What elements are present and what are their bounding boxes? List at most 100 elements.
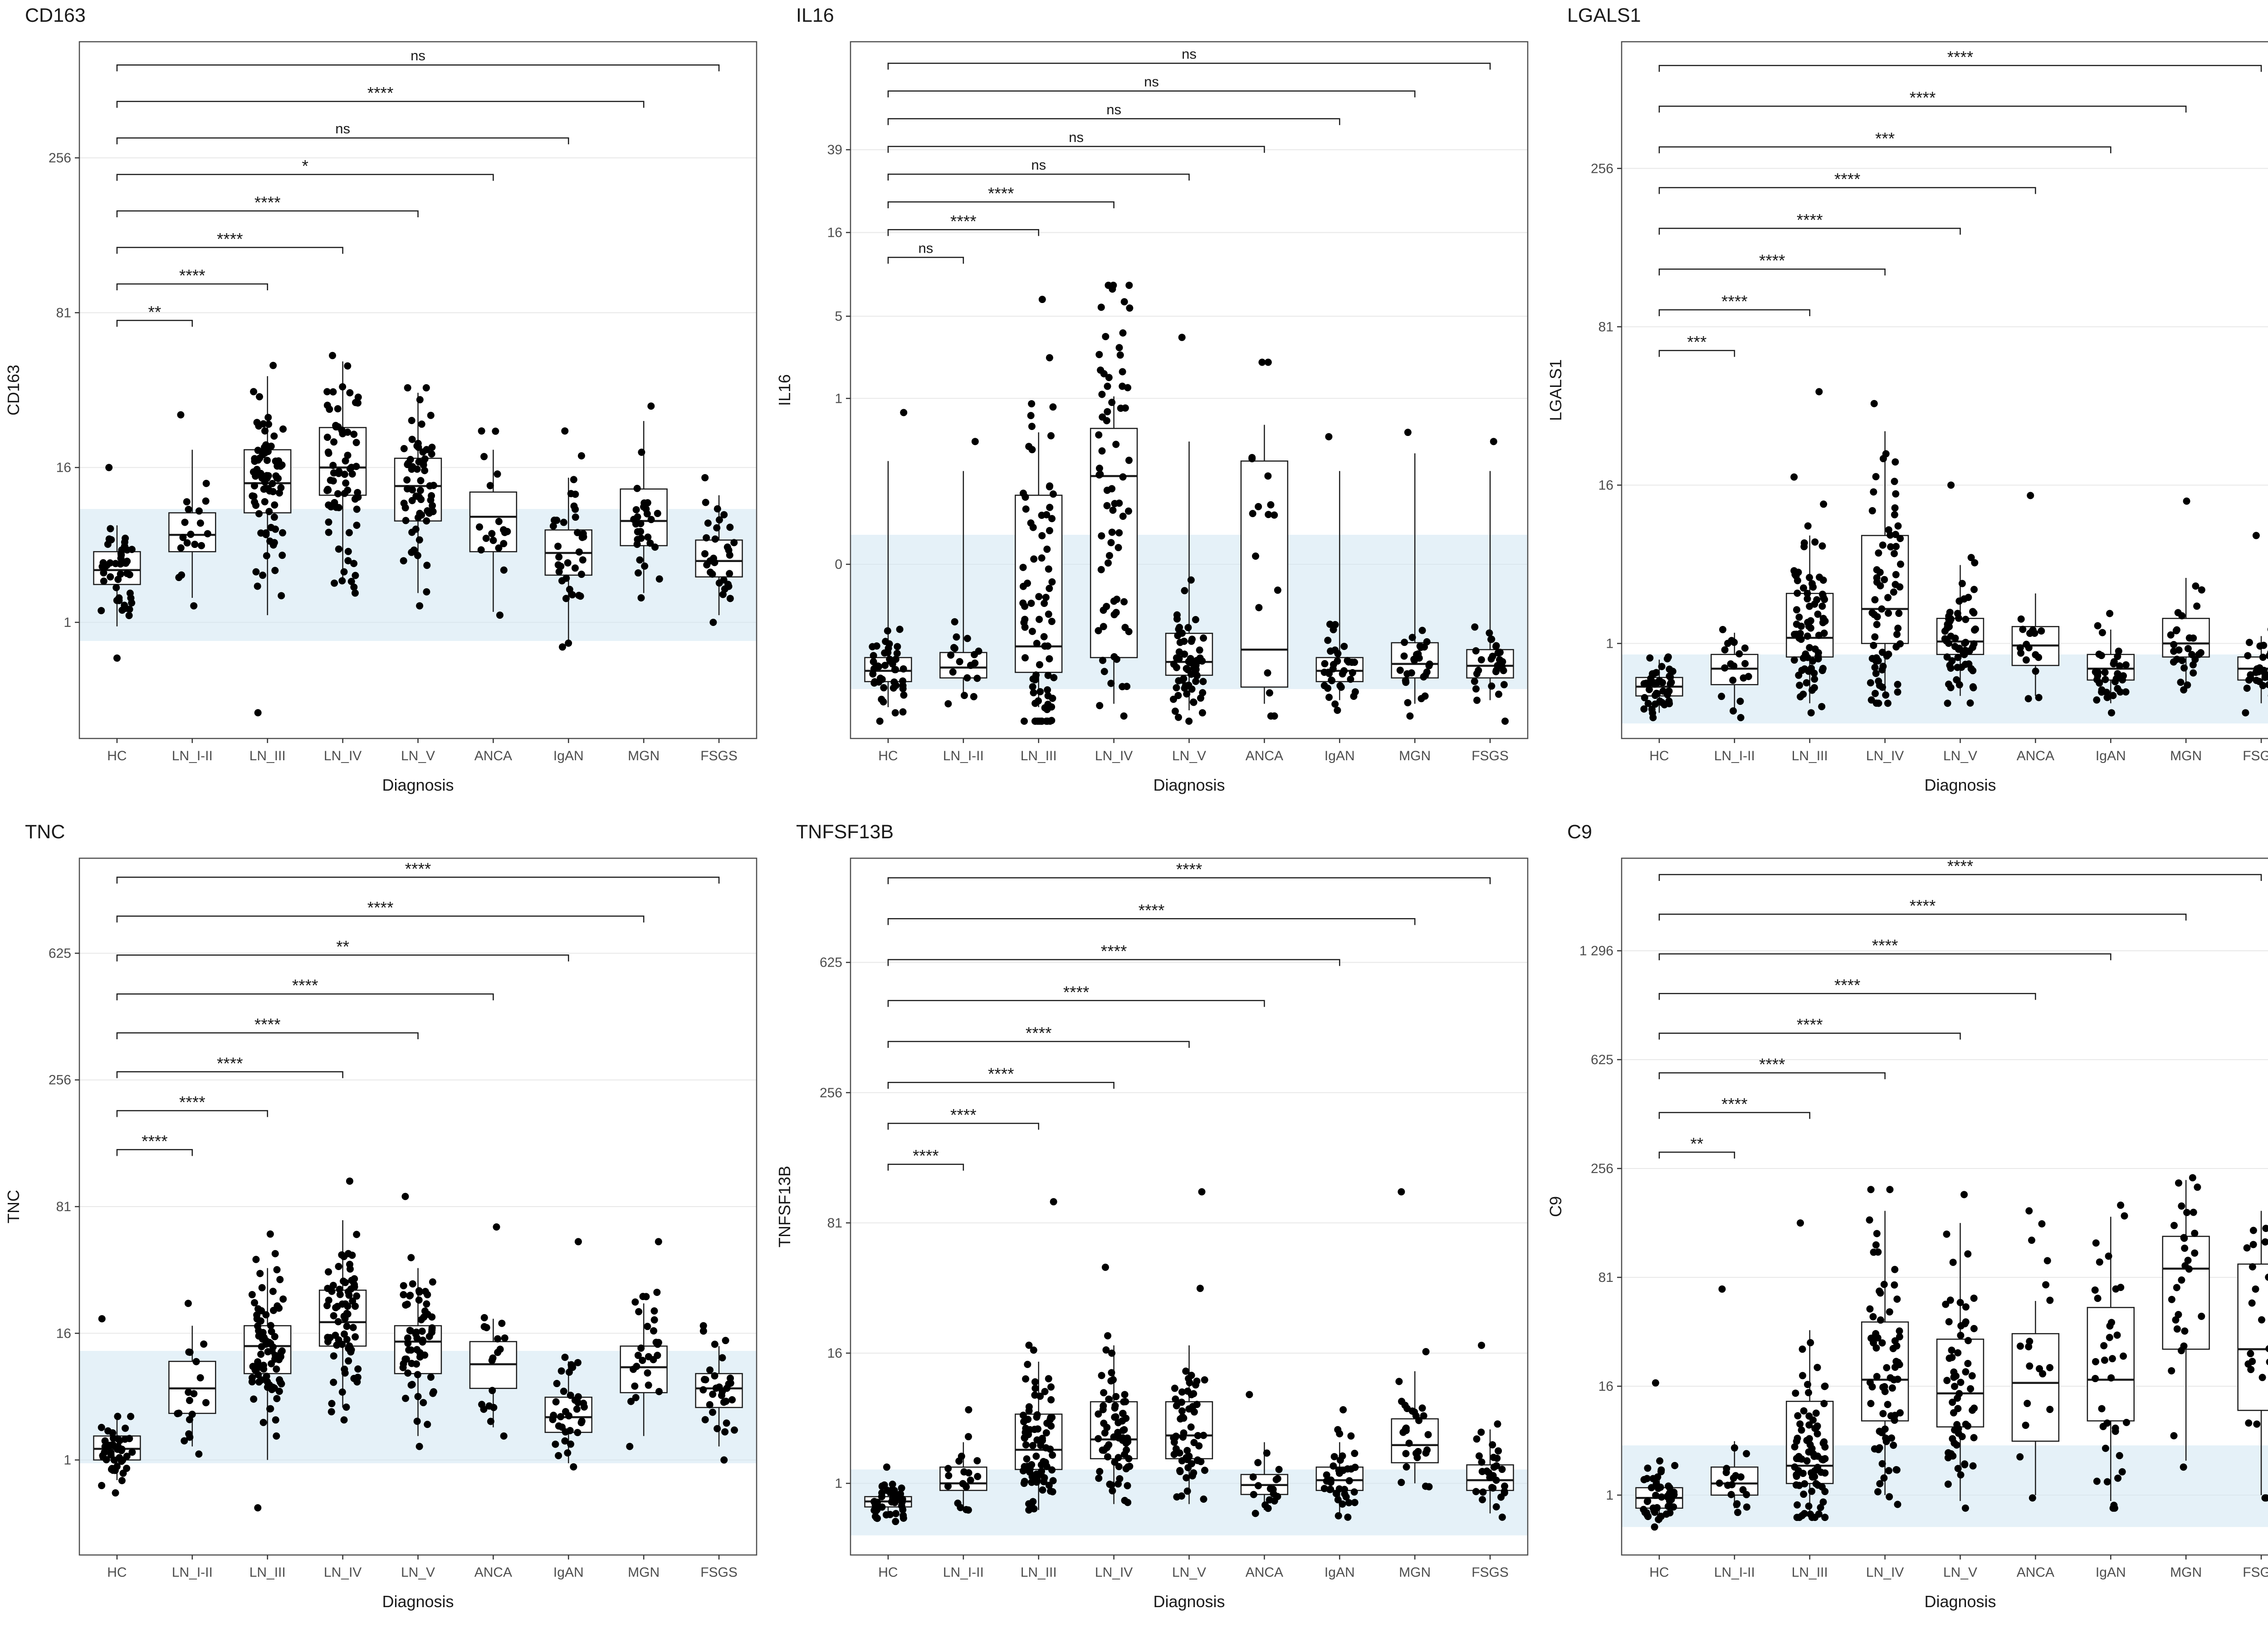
data-point xyxy=(271,567,279,574)
data-point xyxy=(1799,584,1807,592)
data-point xyxy=(1107,1377,1115,1385)
data-point xyxy=(726,570,733,577)
data-point xyxy=(1255,503,1262,510)
data-point xyxy=(1960,595,1968,603)
data-point xyxy=(121,1435,129,1443)
data-point xyxy=(1029,1442,1036,1449)
data-point xyxy=(2191,655,2199,663)
data-point xyxy=(1324,684,1332,692)
data-point xyxy=(1200,634,1207,642)
data-point xyxy=(117,551,125,559)
data-point xyxy=(1401,639,1408,646)
data-point xyxy=(2245,639,2253,646)
data-point xyxy=(631,1382,639,1390)
data-point xyxy=(1741,644,1749,652)
x-tick-label: IgAN xyxy=(553,1565,584,1580)
data-point xyxy=(1870,400,1878,407)
data-point xyxy=(1418,695,1425,703)
data-point xyxy=(2091,1286,2099,1294)
data-point xyxy=(1173,684,1180,692)
data-point xyxy=(115,596,123,604)
data-point xyxy=(1112,440,1120,448)
data-point xyxy=(730,1426,738,1434)
data-point xyxy=(1643,1498,1651,1506)
data-point xyxy=(1400,652,1408,660)
data-point xyxy=(701,474,709,482)
data-point xyxy=(1178,1492,1185,1500)
data-point xyxy=(1887,1412,1895,1420)
data-point xyxy=(654,509,661,517)
data-point xyxy=(2108,1355,2116,1363)
data-point xyxy=(1099,656,1107,664)
data-point xyxy=(1104,382,1111,390)
data-point xyxy=(647,516,655,523)
data-point xyxy=(1033,1413,1041,1421)
data-point xyxy=(949,668,957,676)
data-point xyxy=(1813,1430,1821,1437)
data-point xyxy=(704,519,712,527)
data-point xyxy=(1970,609,1978,617)
data-point xyxy=(2243,684,2251,692)
data-point xyxy=(1194,1432,1202,1439)
data-point xyxy=(562,595,570,602)
data-point xyxy=(251,482,259,489)
data-point xyxy=(1472,685,1480,693)
data-point xyxy=(651,543,659,551)
data-point xyxy=(722,1337,729,1345)
data-point xyxy=(98,607,105,615)
x-tick-label: LN_V xyxy=(1943,1565,1977,1580)
data-point xyxy=(650,1327,657,1335)
data-point xyxy=(2025,644,2033,652)
data-point xyxy=(1187,659,1194,666)
data-point xyxy=(1667,680,1674,688)
data-point xyxy=(973,675,981,682)
data-point xyxy=(2099,1423,2107,1430)
significance-bracket xyxy=(1658,187,2036,194)
data-point xyxy=(552,1398,560,1406)
data-point xyxy=(891,666,899,674)
data-point xyxy=(278,592,285,600)
data-point xyxy=(723,543,731,551)
data-point xyxy=(1866,1216,1873,1224)
data-point xyxy=(1821,1383,1828,1390)
data-point xyxy=(1811,675,1818,683)
y-tick-label: 256 xyxy=(49,1073,71,1088)
data-point xyxy=(1096,1467,1104,1475)
data-point xyxy=(1098,447,1106,455)
data-point xyxy=(1896,1409,1904,1417)
data-point xyxy=(1795,613,1803,621)
data-point xyxy=(1799,1345,1806,1353)
data-point xyxy=(552,1440,559,1448)
data-point xyxy=(1042,1444,1050,1452)
data-point xyxy=(1492,1477,1500,1484)
data-point xyxy=(627,1398,635,1405)
x-tick-label: LN_IV xyxy=(1095,748,1133,763)
data-point xyxy=(574,1238,582,1246)
data-point xyxy=(1951,1383,1959,1390)
data-point xyxy=(2197,649,2204,657)
x-tick-label: FSGS xyxy=(700,748,738,763)
data-point xyxy=(353,1292,361,1300)
data-point xyxy=(715,516,723,524)
data-point xyxy=(2120,1352,2127,1360)
data-point xyxy=(2262,1225,2268,1232)
data-point xyxy=(1126,304,1134,312)
data-point xyxy=(259,572,267,579)
data-point xyxy=(1422,1348,1430,1355)
panel-title: CD163 xyxy=(25,5,86,26)
significance-bracket xyxy=(116,174,494,181)
data-point xyxy=(709,1390,717,1398)
data-point xyxy=(1892,543,1900,550)
data-point xyxy=(417,477,425,484)
data-point xyxy=(1794,589,1801,597)
data-point xyxy=(1200,1432,1207,1439)
data-point xyxy=(1806,574,1813,582)
data-point xyxy=(1945,1318,1953,1325)
data-point xyxy=(1192,1381,1199,1389)
data-point xyxy=(2046,1364,2053,1371)
data-point xyxy=(417,1316,425,1324)
data-point xyxy=(971,438,979,445)
data-point xyxy=(1033,1436,1041,1444)
